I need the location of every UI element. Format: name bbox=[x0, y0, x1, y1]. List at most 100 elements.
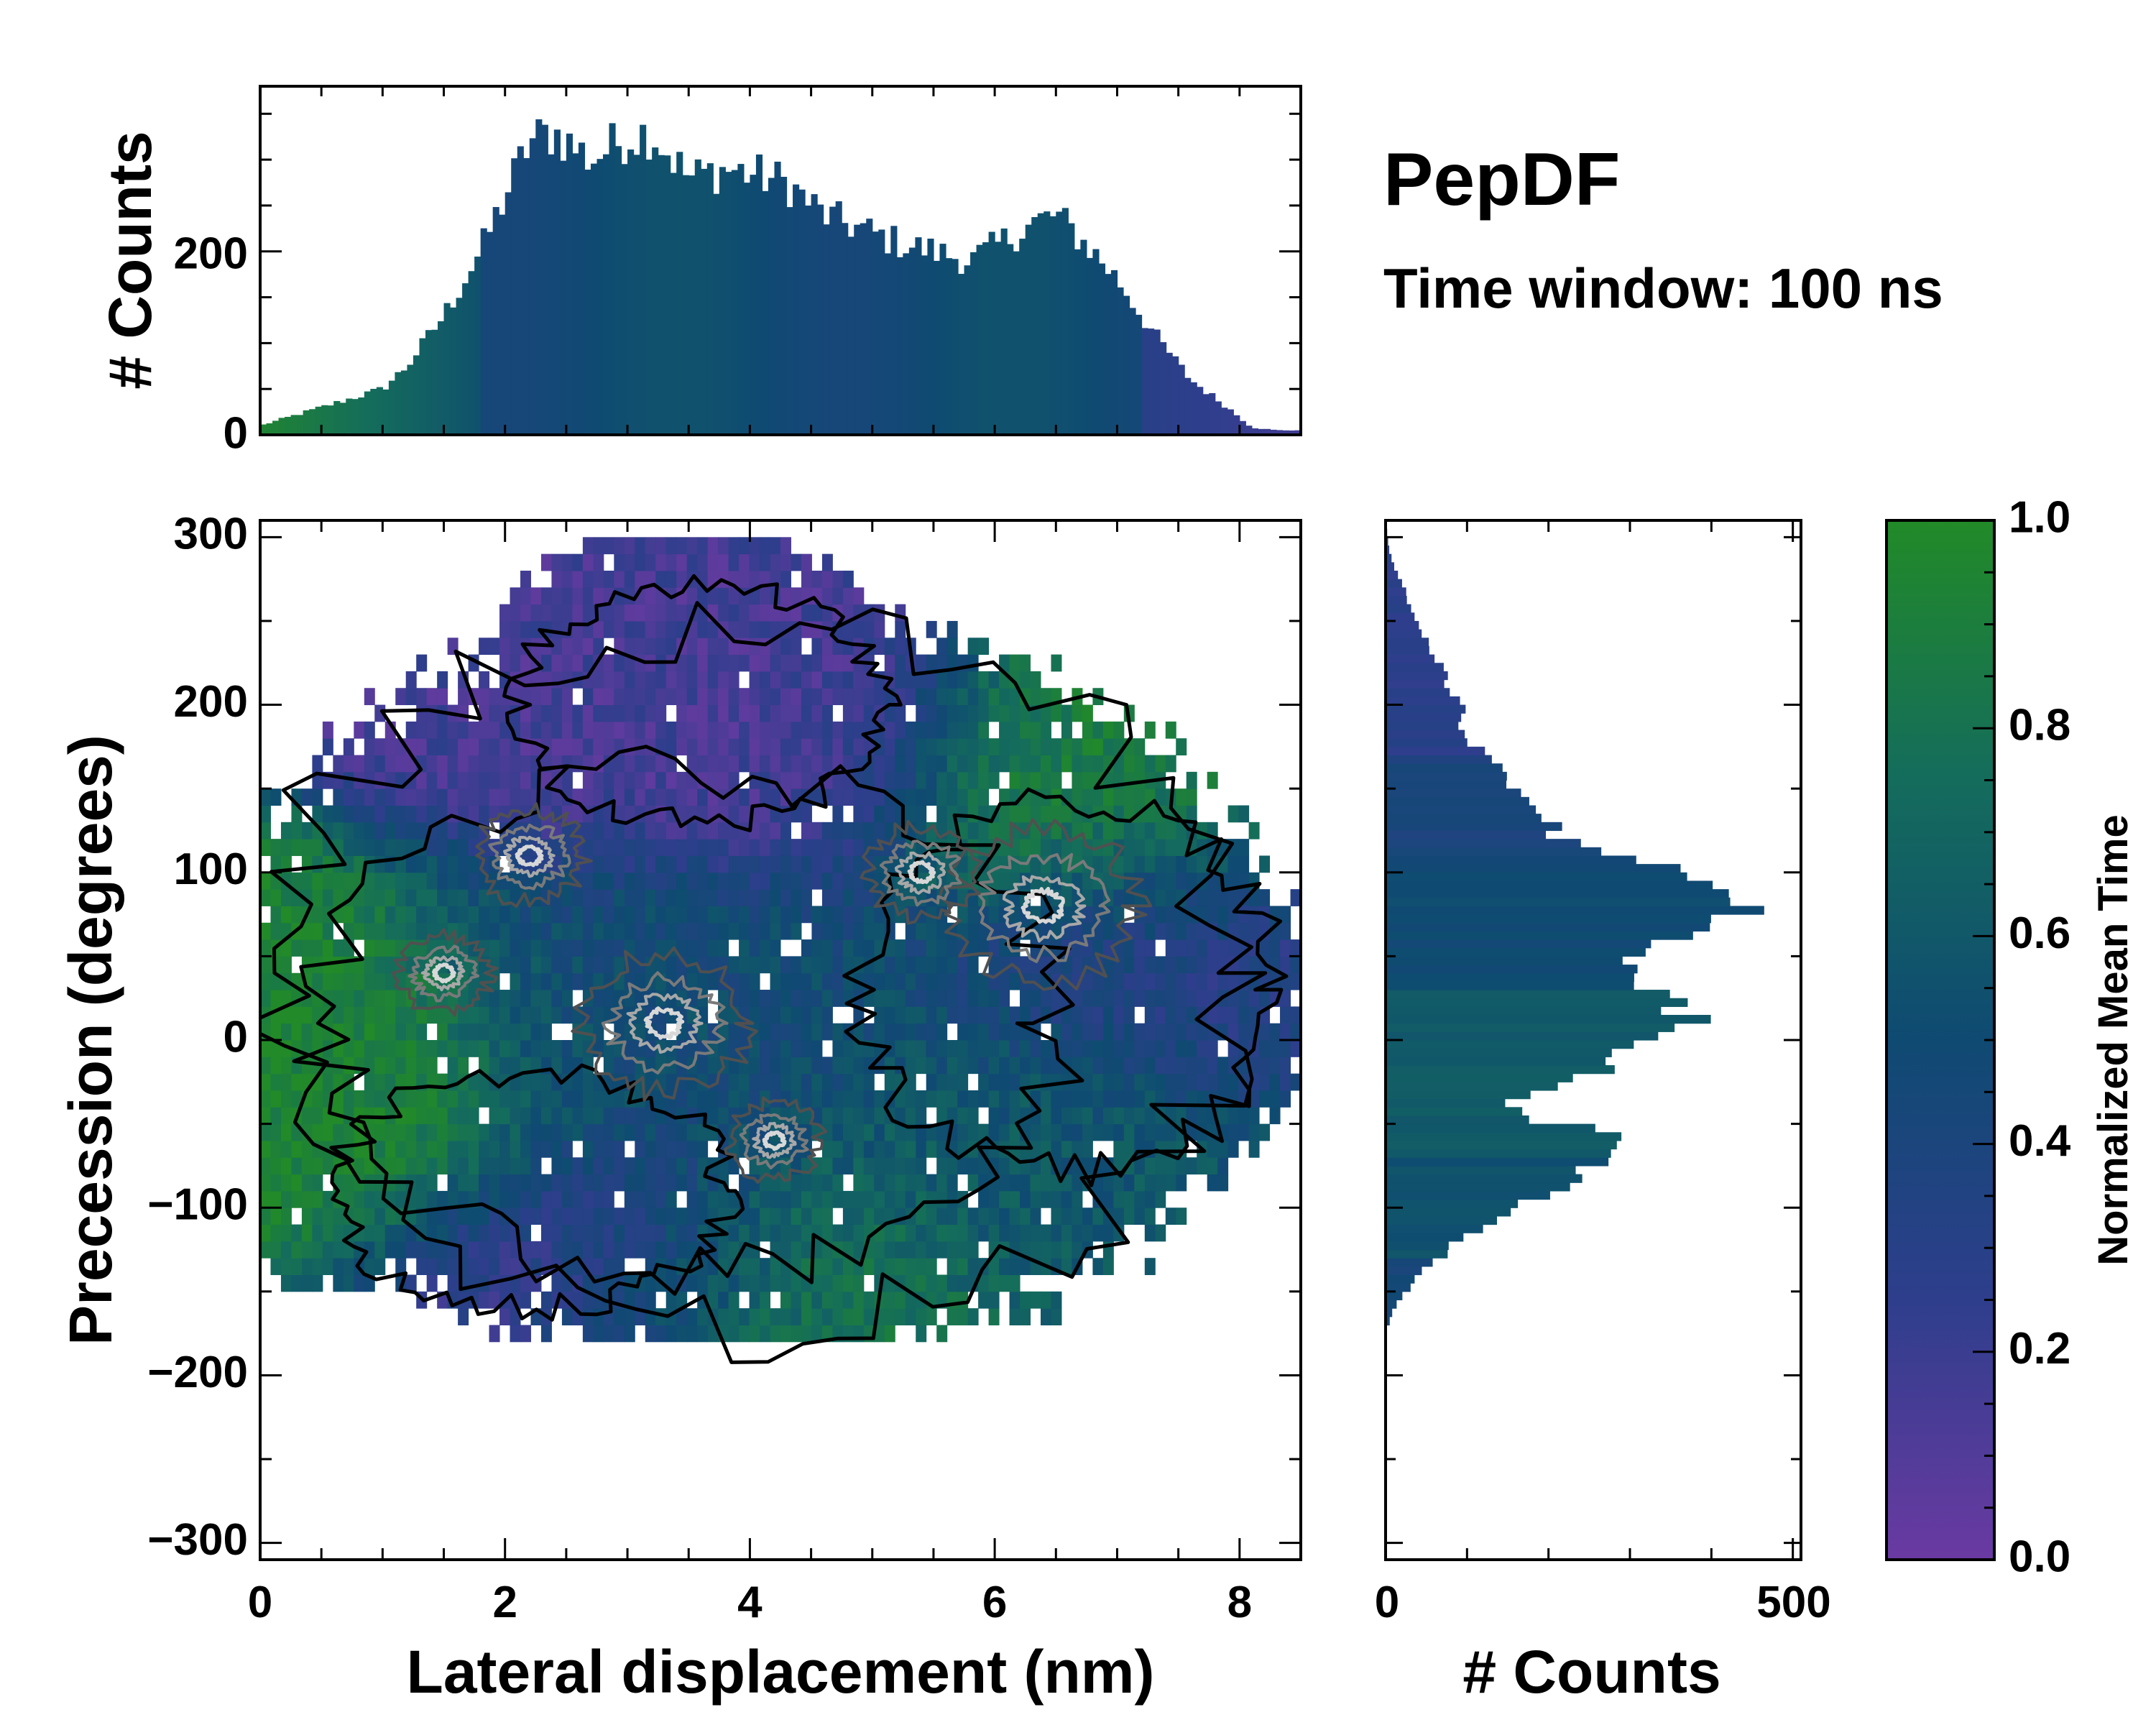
heatmap-cell bbox=[770, 855, 781, 873]
heatmap-cell bbox=[603, 688, 614, 706]
heatmap-cell bbox=[780, 721, 791, 739]
heatmap-cell bbox=[510, 1123, 521, 1141]
heatmap-cell bbox=[780, 1308, 791, 1325]
heatmap-cell bbox=[374, 771, 386, 789]
heatmap-cell bbox=[489, 1157, 500, 1175]
heatmap-cell bbox=[635, 1241, 646, 1259]
heatmap-cell bbox=[614, 939, 625, 957]
heatmap-cell bbox=[489, 771, 500, 789]
heatmap-cell bbox=[1009, 972, 1021, 990]
heatmap-cell bbox=[999, 721, 1010, 739]
heatmap-cell bbox=[853, 1006, 865, 1024]
heatmap-cell bbox=[1155, 1040, 1166, 1057]
right-histogram-bar bbox=[1386, 1291, 1403, 1301]
heatmap-cell bbox=[811, 906, 823, 924]
heatmap-cell bbox=[718, 906, 729, 924]
heatmap-cell bbox=[967, 956, 979, 974]
heatmap-cell bbox=[936, 1224, 948, 1242]
heatmap-cell bbox=[1134, 1073, 1146, 1091]
heatmap-cell bbox=[739, 1224, 750, 1242]
heatmap-cell bbox=[572, 654, 584, 672]
heatmap-cell bbox=[780, 1241, 791, 1259]
heatmap-cell bbox=[999, 704, 1010, 722]
heatmap-cell bbox=[593, 1174, 604, 1192]
heatmap-cell bbox=[1061, 1090, 1072, 1108]
heatmap-cell bbox=[447, 721, 459, 739]
top-histogram-bar bbox=[652, 147, 659, 435]
heatmap-cell bbox=[770, 990, 781, 1007]
heatmap-cell bbox=[853, 839, 865, 856]
heatmap-cell bbox=[1041, 738, 1051, 756]
heatmap-cell bbox=[582, 1073, 594, 1091]
heatmap-cell bbox=[821, 1140, 833, 1158]
heatmap-cell bbox=[479, 688, 490, 706]
heatmap-cell bbox=[624, 788, 635, 806]
heatmap-cell bbox=[1227, 1123, 1239, 1141]
heatmap-cell bbox=[1217, 906, 1229, 924]
heatmap-cell bbox=[1259, 990, 1271, 1007]
heatmap-cell bbox=[832, 1157, 844, 1175]
heatmap-cell bbox=[676, 1241, 688, 1259]
heatmap-cell bbox=[635, 537, 646, 555]
heatmap-cell bbox=[479, 1208, 490, 1225]
heatmap-cell bbox=[405, 1023, 417, 1041]
heatmap-cell bbox=[364, 688, 375, 706]
heatmap-cell bbox=[853, 1073, 865, 1091]
top-histogram-bar bbox=[694, 159, 701, 435]
heatmap-cell bbox=[582, 1123, 594, 1141]
heatmap-cell bbox=[426, 1140, 438, 1158]
heatmap-cell bbox=[1134, 1023, 1146, 1041]
heatmap-cell bbox=[530, 972, 542, 990]
heatmap-cell bbox=[593, 638, 604, 656]
heatmap-cell bbox=[884, 771, 895, 789]
heatmap-cell bbox=[1155, 1123, 1166, 1141]
heatmap-cell bbox=[374, 788, 386, 806]
right-histogram-bar bbox=[1386, 1149, 1611, 1158]
heatmap-cell bbox=[489, 1023, 500, 1041]
heatmap-cell bbox=[635, 1208, 646, 1225]
heatmap-cell bbox=[510, 1040, 521, 1057]
heatmap-cell bbox=[312, 939, 323, 957]
heatmap-cell bbox=[916, 822, 927, 840]
heatmap-cell bbox=[832, 1258, 844, 1276]
heatmap-cell bbox=[905, 939, 916, 957]
heatmap-cell bbox=[697, 1140, 709, 1158]
top-histogram-bar bbox=[297, 415, 304, 435]
heatmap-cell bbox=[572, 1241, 584, 1259]
heatmap-cell bbox=[686, 889, 698, 906]
heatmap-cell bbox=[957, 1023, 969, 1041]
heatmap-cell bbox=[676, 788, 688, 806]
heatmap-cell bbox=[635, 990, 646, 1007]
heatmap-cell bbox=[426, 872, 438, 890]
heatmap-cell bbox=[686, 537, 698, 555]
heatmap-cell bbox=[739, 906, 750, 924]
heatmap-cell bbox=[416, 1107, 428, 1125]
heatmap-cell bbox=[874, 1090, 885, 1108]
heatmap-cell bbox=[343, 1023, 354, 1041]
heatmap-cell bbox=[967, 1006, 979, 1024]
heatmap-cell bbox=[384, 939, 396, 957]
heatmap-cell bbox=[1176, 1073, 1187, 1091]
heatmap-cell bbox=[842, 1040, 854, 1057]
heatmap-cell bbox=[1123, 1140, 1135, 1158]
heatmap-cell bbox=[572, 1208, 584, 1225]
heatmap-cell bbox=[333, 872, 344, 890]
heatmap-cell bbox=[801, 721, 812, 739]
heatmap-cell bbox=[520, 1040, 531, 1057]
heatmap-cell bbox=[603, 839, 614, 856]
heatmap-cell bbox=[364, 922, 375, 940]
heatmap-cell bbox=[468, 1140, 479, 1158]
heatmap-cell bbox=[811, 1291, 823, 1309]
heatmap-cell bbox=[926, 755, 937, 773]
heatmap-cell bbox=[280, 1140, 292, 1158]
heatmap-cell bbox=[791, 738, 802, 756]
density-contour bbox=[626, 993, 704, 1054]
right-histogram-bar bbox=[1386, 763, 1503, 773]
heatmap-cell bbox=[895, 956, 906, 974]
heatmap-cell bbox=[333, 1274, 344, 1292]
heatmap-cell bbox=[821, 704, 833, 722]
heatmap-cell bbox=[551, 1241, 563, 1259]
heatmap-cell bbox=[1102, 1040, 1114, 1057]
heatmap-cell bbox=[946, 671, 958, 689]
heatmap-cell bbox=[988, 1308, 1000, 1325]
